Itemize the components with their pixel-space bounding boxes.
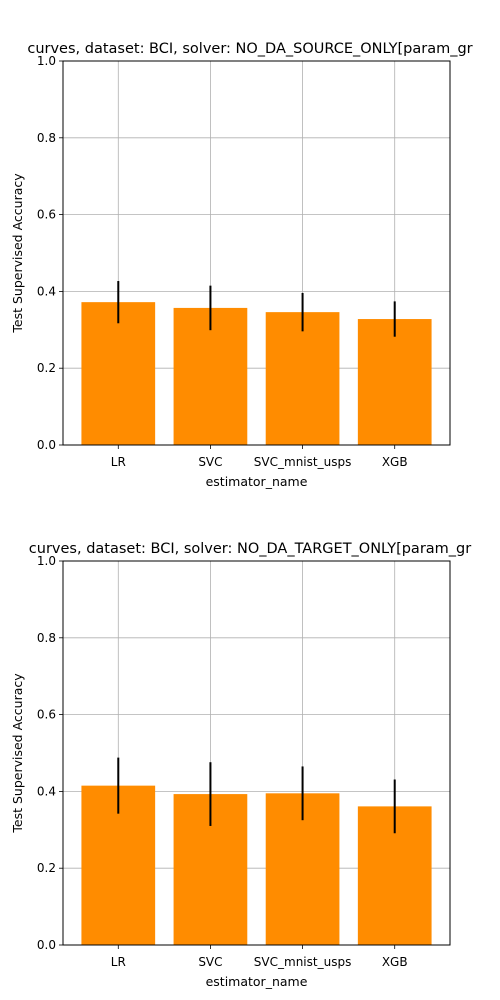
y-tick-label: 0.8	[37, 131, 56, 145]
bar-lr	[81, 302, 156, 445]
y-axis-label: Test Supervised Accuracy	[10, 673, 25, 834]
y-tick-label: 0.4	[37, 784, 56, 798]
x-tick-label: SVC	[198, 455, 222, 469]
y-tick-label: 0.0	[37, 938, 56, 952]
x-tick-label: SVC	[198, 955, 222, 969]
x-tick-label: LR	[111, 455, 126, 469]
y-axis-label: Test Supervised Accuracy	[10, 173, 25, 334]
axes-frame	[62, 60, 451, 446]
axes-frame	[62, 560, 451, 946]
y-tick-label: 0.2	[37, 861, 56, 875]
x-axis-label: estimator_name	[206, 974, 308, 989]
y-tick-label: 0.2	[37, 361, 56, 375]
bar-svc	[173, 307, 248, 445]
x-tick-label: XGB	[382, 455, 408, 469]
y-tick-label: 0.4	[37, 284, 56, 298]
x-axis-label: estimator_name	[206, 474, 308, 489]
chart-panel-1: curves, dataset: BCI, solver: NO_DA_SOUR…	[10, 41, 473, 489]
x-tick-label: LR	[111, 955, 126, 969]
bar-xgb	[357, 319, 432, 445]
chart-title: curves, dataset: BCI, solver: NO_DA_SOUR…	[27, 41, 472, 57]
y-tick-label: 0.6	[37, 208, 56, 222]
chart-panel-2: curves, dataset: BCI, solver: NO_DA_TARG…	[10, 541, 471, 989]
bar-svc-mnist-usps	[265, 312, 340, 445]
y-tick-label: 0.6	[37, 708, 56, 722]
x-tick-label: SVC_mnist_usps	[254, 955, 352, 969]
y-tick-label: 0.0	[37, 438, 56, 452]
y-tick-label: 0.8	[37, 631, 56, 645]
y-tick-label: 1.0	[37, 54, 56, 68]
y-tick-label: 1.0	[37, 554, 56, 568]
chart-title: curves, dataset: BCI, solver: NO_DA_TARG…	[29, 541, 471, 557]
x-tick-label: XGB	[382, 955, 408, 969]
x-tick-label: SVC_mnist_usps	[254, 455, 352, 469]
